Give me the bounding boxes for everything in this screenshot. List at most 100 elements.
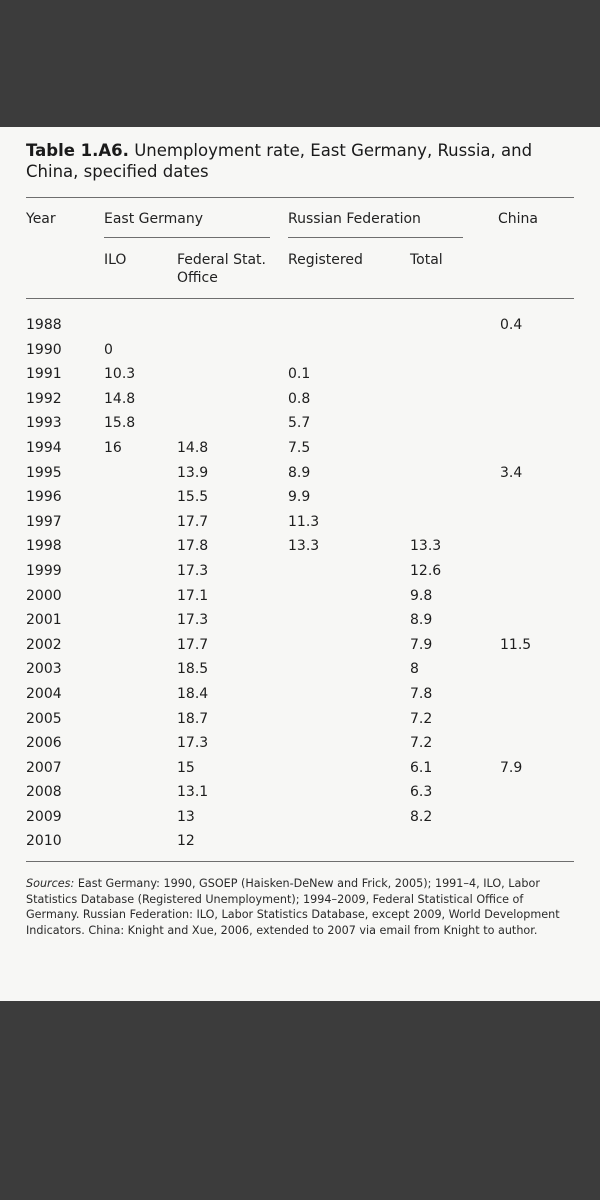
cell-federal-stat: 15.5 xyxy=(177,489,209,506)
header-federal-stat-line2: Office xyxy=(177,270,218,286)
header-ilo: ILO xyxy=(104,252,127,268)
cell-federal-stat: 18.5 xyxy=(177,661,209,678)
cell-china: 7.9 xyxy=(500,759,523,776)
table-row: 1988 0.4 xyxy=(0,313,600,338)
bottom-rule xyxy=(26,861,574,862)
cell-federal-stat: 13.9 xyxy=(177,464,209,481)
header-china: China xyxy=(498,211,538,227)
cell-ilo: 16 xyxy=(104,439,122,456)
table-row: 1993 15.8 5.7 xyxy=(0,411,600,436)
cell-registered: 13.3 xyxy=(288,538,320,555)
cell-year: 1999 xyxy=(26,562,62,579)
cell-registered: 7.5 xyxy=(288,439,311,456)
cell-total: 8.2 xyxy=(410,808,433,825)
cell-total: 7.8 xyxy=(410,685,433,702)
table-row: 2002 17.7 7.9 11.5 xyxy=(0,633,600,658)
cell-year: 1997 xyxy=(26,513,62,530)
cell-china: 0.4 xyxy=(500,317,523,333)
table-row: 1991 10.3 0.1 xyxy=(0,362,600,387)
cell-china: 3.4 xyxy=(500,464,523,481)
cell-federal-stat: 13 xyxy=(177,808,195,825)
cell-year: 1996 xyxy=(26,489,62,506)
table-row: 2005 18.7 7.2 xyxy=(0,707,600,732)
cell-total: 12.6 xyxy=(410,562,442,579)
cell-ilo: 14.8 xyxy=(104,390,136,407)
cell-total: 6.1 xyxy=(410,759,433,776)
cell-year: 2004 xyxy=(26,685,62,702)
table-row: 2000 17.1 9.8 xyxy=(0,584,600,609)
cell-total: 9.8 xyxy=(410,587,433,604)
table-title-text: Unemployment rate, East Germany, Russia,… xyxy=(26,141,533,181)
table-row: 2007 15 6.1 7.9 xyxy=(0,756,600,781)
header-russian-federation: Russian Federation xyxy=(288,211,421,227)
table-body: 1988 0.4 1990 0 1991 10.3 0.1 1992 14.8 xyxy=(0,313,600,854)
header-federal-stat-line1: Federal Stat. xyxy=(177,252,266,268)
table-row: 1990 0 xyxy=(0,338,600,363)
header-east-germany: East Germany xyxy=(104,211,204,227)
table-row: 2004 18.4 7.8 xyxy=(0,682,600,707)
cell-year: 2003 xyxy=(26,661,62,678)
table-title-label: Table 1.A6. xyxy=(26,141,129,160)
cell-registered: 0.1 xyxy=(288,366,311,383)
table-row: 1992 14.8 0.8 xyxy=(0,387,600,412)
cell-total: 6.3 xyxy=(410,784,433,801)
cell-year: 2001 xyxy=(26,612,62,629)
cell-total: 13.3 xyxy=(410,538,442,555)
cell-federal-stat: 15 xyxy=(177,759,195,776)
table-row: 2008 13.1 6.3 xyxy=(0,780,600,805)
table-row: 1999 17.3 12.6 xyxy=(0,559,600,584)
cell-registered: 8.9 xyxy=(288,464,311,481)
cell-year: 2010 xyxy=(26,833,62,850)
cell-year: 1990 xyxy=(26,341,62,358)
cell-year: 1992 xyxy=(26,390,62,407)
cell-total: 7.9 xyxy=(410,636,433,653)
cell-federal-stat: 17.3 xyxy=(177,735,209,752)
cell-year: 1994 xyxy=(26,439,62,456)
cell-year: 2002 xyxy=(26,636,62,653)
cell-federal-stat: 18.4 xyxy=(177,685,209,702)
sources-note: Sources: East Germany: 1990, GSOEP (Hais… xyxy=(26,876,574,938)
cell-ilo: 10.3 xyxy=(104,366,136,383)
sources-text: East Germany: 1990, GSOEP (Haisken-DeNew… xyxy=(26,877,560,937)
top-rule xyxy=(26,197,574,198)
cell-federal-stat: 18.7 xyxy=(177,710,209,727)
cell-federal-stat: 14.8 xyxy=(177,439,209,456)
cell-year: 2005 xyxy=(26,710,62,727)
cell-year: 1995 xyxy=(26,464,62,481)
cell-total: 7.2 xyxy=(410,735,433,752)
cell-year: 2007 xyxy=(26,759,62,776)
east-germany-underline xyxy=(104,237,270,238)
table-row: 1995 13.9 8.9 3.4 xyxy=(0,461,600,486)
header-registered: Registered xyxy=(288,252,363,268)
cell-ilo: 0 xyxy=(104,341,113,358)
cell-registered: 11.3 xyxy=(288,513,320,530)
cell-federal-stat: 13.1 xyxy=(177,784,209,801)
cell-year: 1988 xyxy=(26,317,62,333)
cell-federal-stat: 17.7 xyxy=(177,636,209,653)
cell-total: 8.9 xyxy=(410,612,433,629)
cell-federal-stat: 17.1 xyxy=(177,587,209,604)
cell-ilo: 15.8 xyxy=(104,415,136,432)
table-row: 2010 12 xyxy=(0,829,600,854)
cell-year: 2006 xyxy=(26,735,62,752)
table-row: 1994 16 14.8 7.5 xyxy=(0,436,600,461)
cell-federal-stat: 17.3 xyxy=(177,612,209,629)
table-row: 2001 17.3 8.9 xyxy=(0,608,600,633)
table-row: 1997 17.7 11.3 xyxy=(0,510,600,535)
sources-label: Sources: xyxy=(26,877,75,890)
cell-federal-stat: 17.3 xyxy=(177,562,209,579)
table-row: 2006 17.3 7.2 xyxy=(0,731,600,756)
cell-total: 7.2 xyxy=(410,710,433,727)
table-title: Table 1.A6. Unemployment rate, East Germ… xyxy=(26,140,566,182)
cell-year: 1991 xyxy=(26,366,62,383)
header-rule xyxy=(26,298,574,299)
cell-year: 1998 xyxy=(26,538,62,555)
cell-year: 2009 xyxy=(26,808,62,825)
cell-total: 8 xyxy=(410,661,419,678)
header-federal-stat: Federal Stat. Office xyxy=(177,251,266,287)
cell-federal-stat: 17.7 xyxy=(177,513,209,530)
table-row: 1996 15.5 9.9 xyxy=(0,485,600,510)
table-row: 2009 13 8.2 xyxy=(0,805,600,830)
table-row: 2003 18.5 8 xyxy=(0,657,600,682)
header-year: Year xyxy=(26,211,56,227)
